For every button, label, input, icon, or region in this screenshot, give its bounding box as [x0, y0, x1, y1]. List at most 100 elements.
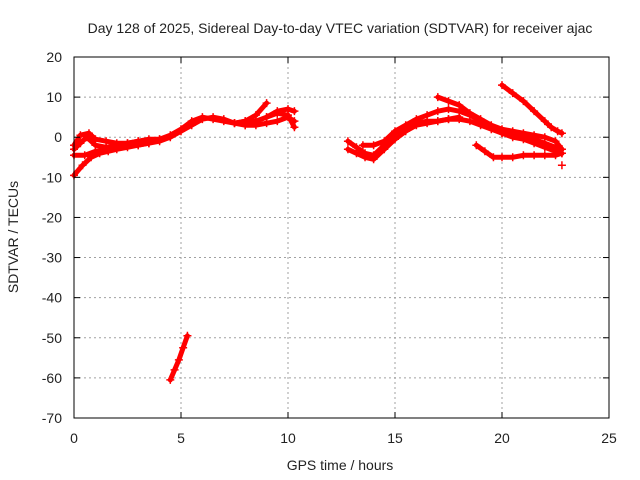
y-axis-label: SDTVAR / TECUs — [5, 181, 21, 293]
data-point-marker — [401, 121, 410, 130]
data-point-marker — [290, 107, 299, 116]
data-point-marker — [144, 139, 153, 148]
track-line — [473, 142, 565, 160]
data-point-marker — [444, 97, 453, 106]
x-tick-label: 10 — [280, 430, 296, 446]
data-point-marker — [219, 115, 228, 124]
x-tick-label: 0 — [70, 430, 78, 446]
y-tick-label: 10 — [46, 89, 62, 105]
data-point-marker — [444, 105, 453, 114]
y-tick-label: 0 — [54, 129, 62, 145]
data-point-marker — [84, 129, 93, 138]
data-point-marker — [343, 137, 352, 146]
y-tick-label: 20 — [46, 49, 62, 65]
data-point-marker — [166, 375, 175, 384]
data-point-marker — [508, 127, 517, 136]
satellite-track — [433, 93, 566, 154]
data-point-marker — [170, 365, 179, 374]
data-point-marker — [540, 151, 549, 160]
data-point-marker — [284, 111, 292, 120]
data-point-marker — [155, 135, 164, 144]
data-point-marker — [508, 153, 517, 162]
data-point-marker — [423, 119, 432, 128]
data-point-marker — [508, 89, 517, 98]
data-point-marker — [480, 147, 489, 156]
y-ticks: -70 -60 -50 -40 -30 -20 -10 0 10 20 — [42, 49, 609, 426]
y-tick-label: -70 — [42, 410, 62, 426]
data-point-marker — [433, 117, 442, 126]
data-point-marker — [553, 127, 562, 136]
data-point-marker — [455, 101, 464, 110]
satellite-track — [262, 109, 299, 132]
data-point-marker — [91, 135, 100, 144]
data-point-marker — [134, 141, 143, 150]
y-tick-label: -10 — [42, 169, 62, 185]
satellite-track — [557, 161, 566, 170]
data-point-marker — [519, 97, 528, 106]
data-point-marker — [540, 133, 549, 142]
data-point-marker — [343, 145, 352, 154]
data-point-marker — [179, 343, 188, 352]
data-point-marker — [530, 151, 539, 160]
y-tick-label: -40 — [42, 290, 62, 306]
data-point-marker — [102, 145, 111, 154]
x-tick-label: 5 — [177, 430, 185, 446]
data-point-marker — [177, 127, 185, 136]
y-tick-label: -60 — [42, 370, 62, 386]
data-point-marker — [433, 93, 442, 102]
chart-title: Day 128 of 2025, Sidereal Day-to-day VTE… — [88, 20, 593, 36]
data-point-marker — [465, 109, 474, 118]
data-point-marker — [112, 143, 121, 152]
satellite-track — [166, 331, 192, 384]
y-tick-label: -50 — [42, 330, 62, 346]
data-point-marker — [369, 155, 378, 164]
grid-lines — [74, 57, 609, 418]
track-line — [71, 130, 163, 148]
x-ticks: 0 5 10 15 20 25 — [70, 57, 617, 446]
data-point-marker — [530, 107, 539, 116]
data-point-marker — [444, 115, 453, 124]
data-point-marker — [380, 145, 389, 154]
data-point-marker — [123, 141, 132, 150]
data-point-marker — [273, 117, 282, 126]
track-line — [499, 82, 565, 136]
data-point-marker — [76, 131, 85, 140]
data-point-marker — [102, 137, 111, 146]
data-point-marker — [251, 121, 260, 130]
data-point-marker — [519, 151, 528, 160]
data-point-marker — [557, 149, 566, 158]
data-point-marker — [262, 99, 271, 108]
x-axis-label: GPS time / hours — [287, 457, 394, 473]
satellite-track — [70, 139, 153, 160]
data-point-marker — [290, 123, 299, 132]
data-point-marker — [166, 133, 175, 142]
data-point-marker — [540, 143, 549, 152]
data-point-marker — [241, 121, 250, 130]
data-point-marker — [273, 109, 282, 118]
data-point-marker — [262, 113, 271, 122]
data-point-marker — [498, 125, 506, 134]
data-point-marker — [557, 129, 566, 138]
data-point-marker — [174, 355, 183, 364]
x-tick-label: 25 — [601, 430, 617, 446]
data-point-marker — [358, 141, 367, 150]
y-tick-label: -30 — [42, 250, 62, 266]
track-line — [264, 110, 297, 130]
data-point-marker — [91, 147, 100, 156]
data-point-marker — [498, 153, 506, 162]
data-point-marker — [78, 161, 87, 170]
data-point-marker — [547, 123, 556, 132]
data-point-marker — [423, 111, 432, 120]
data-point-marker — [412, 115, 421, 124]
x-tick-label: 15 — [387, 430, 403, 446]
data-point-marker — [557, 161, 566, 170]
data-point-marker — [489, 153, 498, 162]
satellite-track — [472, 141, 566, 162]
data-point-marker — [391, 127, 399, 136]
data-point-marker — [391, 135, 399, 144]
data-point-marker — [230, 119, 239, 128]
y-tick-label: -20 — [42, 209, 62, 225]
x-tick-label: 20 — [494, 430, 510, 446]
data-point-marker — [498, 81, 506, 90]
